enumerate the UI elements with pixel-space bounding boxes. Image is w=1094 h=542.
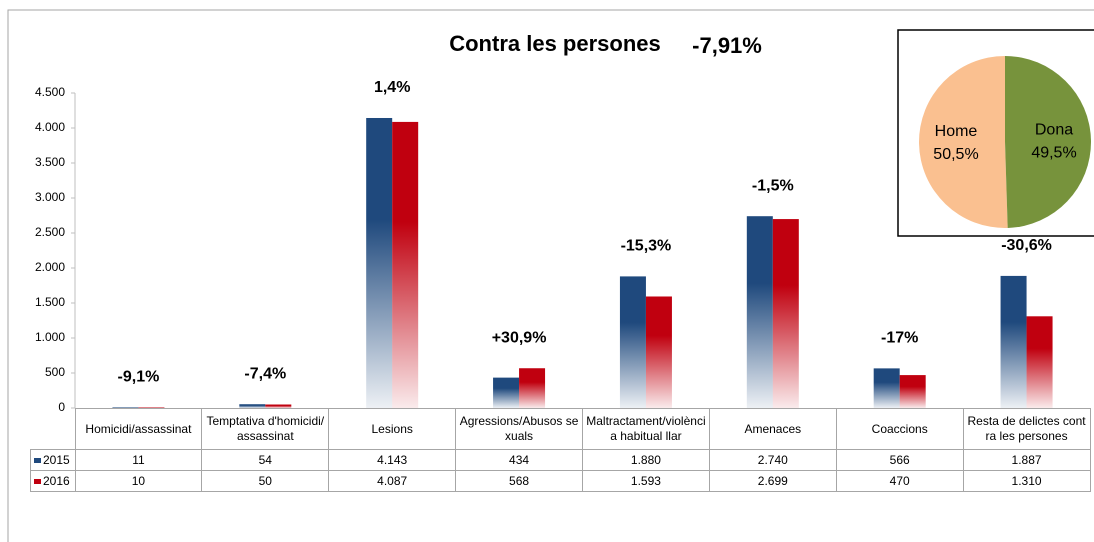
- bar: [493, 377, 520, 408]
- table-value: 1.593: [582, 470, 710, 492]
- legend-swatch: [34, 458, 41, 464]
- pie-label: Dona: [1035, 121, 1073, 138]
- legend-entry: 2016: [30, 470, 76, 492]
- legend-entry: 2015: [30, 449, 76, 471]
- pie-value-label: 50,5%: [933, 146, 978, 163]
- y-tick-label: 4.000: [35, 120, 65, 134]
- change-label: -1,5%: [752, 177, 794, 194]
- table-value: 470: [835, 470, 964, 492]
- table-value: 566: [835, 449, 964, 471]
- bar: [366, 117, 393, 409]
- table-value: 10: [74, 470, 203, 492]
- category-label: Agressions/Abusos sexuals: [455, 408, 583, 450]
- bar: [772, 219, 799, 408]
- pie-slice: [918, 56, 1008, 229]
- y-tick-label: 0: [58, 400, 65, 414]
- table-value: 434: [455, 449, 583, 471]
- change-label: -30,6%: [1001, 237, 1052, 254]
- category-label: Lesions: [328, 408, 457, 450]
- series-row: 2015 11 54 4.143 434 1.880 2.740 566 1.887: [30, 449, 1091, 471]
- y-tick-label: 4.500: [35, 85, 65, 99]
- legend-label: 2015: [43, 453, 70, 467]
- y-tick-label: 1.500: [35, 295, 65, 309]
- bar: [746, 216, 773, 408]
- table-value: 50: [201, 470, 330, 492]
- bar: [112, 407, 139, 408]
- legend-swatch: [34, 479, 41, 485]
- table-value: 1.887: [962, 449, 1091, 471]
- bar: [645, 296, 672, 408]
- title-change: -7,91%: [692, 33, 762, 58]
- bar: [1026, 316, 1053, 408]
- table-value: 4.087: [328, 470, 457, 492]
- table-value: 11: [74, 449, 203, 471]
- bar: [899, 375, 926, 408]
- table-value: 4.143: [328, 449, 457, 471]
- category-label: Temptativa d'homicidi/assassinat: [201, 408, 330, 450]
- category-label: Coaccions: [835, 408, 964, 450]
- table-value: 2.740: [708, 449, 837, 471]
- table-value: 568: [455, 470, 583, 492]
- y-tick-label: 3.500: [35, 155, 65, 169]
- bar: [265, 404, 292, 408]
- bar: [239, 404, 266, 408]
- table-value: 54: [201, 449, 330, 471]
- category-label: Amenaces: [708, 408, 837, 450]
- table-value: 2.699: [708, 470, 837, 492]
- y-tick-label: 2.500: [35, 225, 65, 239]
- bar: [1000, 275, 1027, 408]
- category-label: Maltractament/violència habitual llar: [582, 408, 710, 450]
- legend-label: 2016: [43, 474, 70, 488]
- chart-frame: [7, 9, 1094, 542]
- chart-title: Contra les persones: [449, 31, 661, 56]
- change-label: -9,1%: [118, 368, 160, 385]
- header-row: Homicidi/assassinat Temptativa d'homicidi…: [30, 408, 1091, 450]
- category-label: Resta de delictes contra les persones: [962, 408, 1091, 450]
- table-value: 1.310: [962, 470, 1091, 492]
- category-label: Homicidi/assassinat: [74, 408, 203, 450]
- bar: [619, 276, 646, 408]
- pie-value-label: 49,5%: [1031, 144, 1076, 161]
- bar: [392, 121, 419, 408]
- bar: [138, 407, 165, 408]
- y-tick-label: 500: [45, 365, 65, 379]
- data-table: Homicidi/assassinat Temptativa d'homicidi…: [30, 408, 1091, 492]
- y-tick-label: 1.000: [35, 330, 65, 344]
- change-label: -7,4%: [244, 365, 286, 382]
- change-label: 1,4%: [374, 79, 410, 96]
- bar: [519, 368, 546, 408]
- table-value: 1.880: [582, 449, 710, 471]
- y-tick-label: 3.000: [35, 190, 65, 204]
- pie-label: Home: [935, 123, 978, 140]
- change-label: +30,9%: [492, 329, 547, 346]
- change-label: -15,3%: [621, 238, 672, 255]
- pie-slice: [1005, 56, 1091, 228]
- change-label: -17%: [881, 330, 918, 347]
- y-tick-label: 2.000: [35, 260, 65, 274]
- series-row: 2016 10 50 4.087 568 1.593 2.699 470 1.310: [30, 470, 1091, 492]
- table-corner: [30, 408, 76, 450]
- bar: [873, 368, 900, 408]
